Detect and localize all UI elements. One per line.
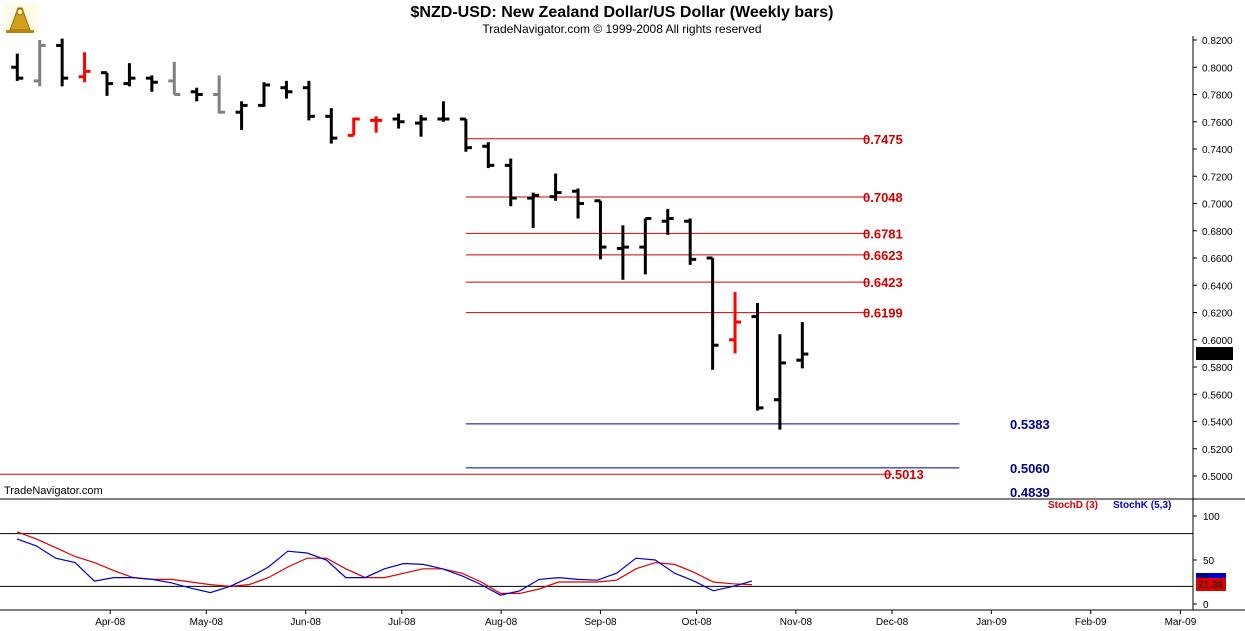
level-label: 0.5060 (1010, 461, 1050, 476)
y-tick-label: 0.7400 (1202, 145, 1233, 156)
x-tick-label: Mar-09 (1165, 617, 1197, 628)
price-y-axis: 0.8200 0.8000 0.7800 0.7600 0.7400 0.7200 0.70… (1193, 36, 1233, 483)
stochd-last-label: 21.38 (1198, 580, 1223, 591)
last-price-marker: 0.5895 (1196, 347, 1233, 361)
stochd-last-box (1196, 578, 1226, 591)
level-label: 0.6623 (863, 248, 903, 263)
x-tick-label: Aug-08 (485, 617, 518, 628)
x-tick-label: Sep-08 (584, 617, 617, 628)
y-tick-label: 0.5200 (1202, 445, 1233, 456)
x-axis: Apr-08 May-08 Jun-08 Jul-08 Aug-08 Sep-08 Oct-… (95, 610, 1197, 628)
stochk-last-box (1196, 573, 1226, 582)
y-tick-label: 0.6000 (1202, 336, 1233, 347)
y-tick-label: 0.5600 (1202, 390, 1233, 401)
x-tick-label: May-08 (190, 617, 224, 628)
y-tick-label: 0.7200 (1202, 172, 1233, 183)
y-tick-label: 0.6200 (1202, 309, 1233, 320)
stoch-reference-lines (0, 533, 1193, 587)
y-tick-label: 0.7000 (1202, 200, 1233, 211)
stoch-y-tick-label: 0 (1203, 600, 1209, 611)
stoch-last-values: 2621.38 (1196, 573, 1226, 591)
x-tick-label: Jan-09 (976, 617, 1007, 628)
y-tick-label: 0.5800 (1202, 363, 1233, 374)
stoch-lines (16, 531, 753, 596)
chart-subtitle: TradeNavigator.com © 1999-2008 All right… (482, 22, 761, 36)
stoch-line (16, 531, 753, 595)
y-tick-label: 0.7800 (1202, 91, 1233, 102)
stoch-line (16, 538, 753, 596)
y-tick-label: 0.6600 (1202, 254, 1233, 265)
x-tick-label: Feb-09 (1075, 617, 1107, 628)
legend-stochk: StochK (5,3) (1113, 500, 1171, 511)
last-price-box (1196, 347, 1233, 361)
y-tick-label: 0.6400 (1202, 281, 1233, 292)
level-label: 0.7475 (863, 132, 903, 147)
stoch-legend: StochD (3) StochK (5,3) (1048, 500, 1171, 511)
level-label: 0.5013 (884, 467, 924, 482)
level-label: 0.6423 (863, 275, 903, 290)
y-tick-label: 0.7600 (1202, 118, 1233, 129)
last-price-label: 0.5895 (1198, 350, 1229, 361)
level-label: 0.5383 (1010, 417, 1050, 432)
price-bars (11, 38, 809, 430)
level-label: 0.4839 (1010, 485, 1050, 500)
legend-stochd: StochD (3) (1048, 500, 1098, 511)
x-tick-label: Apr-08 (95, 617, 125, 628)
x-tick-label: Dec-08 (876, 617, 909, 628)
x-tick-label: Jul-08 (388, 617, 416, 628)
chart-title: $NZD-USD: New Zealand Dollar/US Dollar (… (411, 4, 834, 21)
x-tick-label: Jun-08 (290, 617, 321, 628)
y-tick-label: 0.5400 (1202, 418, 1233, 429)
level-label: 0.6199 (863, 306, 903, 321)
fib-levels: 0.7475 0.7048 0.6781 0.6623 0.6423 0.6199 0.53… (0, 132, 1050, 500)
level-label: 0.7048 (863, 190, 903, 205)
stoch-y-axis: 100 50 0 (1193, 512, 1220, 611)
stoch-y-tick-label: 50 (1203, 556, 1215, 567)
watermark: TradeNavigator.com (4, 485, 103, 497)
x-tick-label: Oct-08 (682, 617, 712, 628)
y-tick-label: 0.5000 (1202, 472, 1233, 483)
level-label: 0.6781 (863, 226, 903, 241)
y-tick-label: 0.8000 (1202, 63, 1233, 74)
y-tick-label: 0.6800 (1202, 227, 1233, 238)
y-tick-label: 0.8200 (1202, 36, 1233, 47)
stoch-y-tick-label: 100 (1203, 512, 1220, 523)
x-tick-label: Nov-08 (780, 617, 813, 628)
navigator-icon (4, 3, 38, 33)
